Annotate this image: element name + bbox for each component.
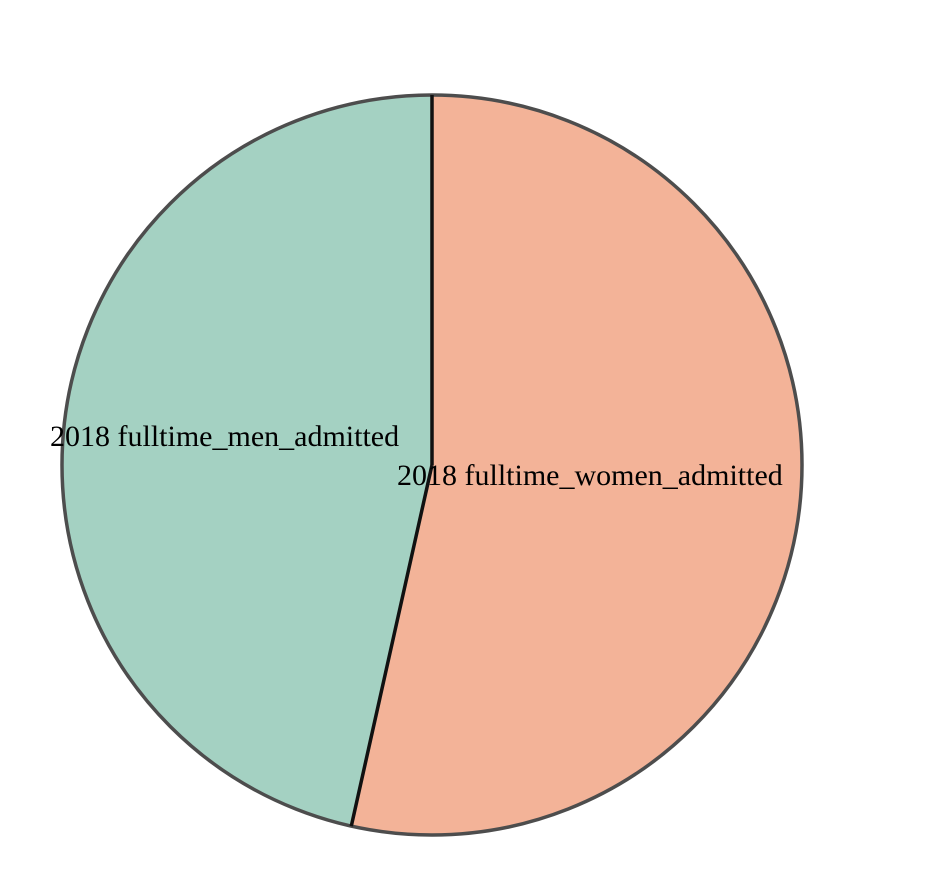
pie-slice-2 <box>62 95 432 827</box>
pie-slice-1 <box>351 95 803 835</box>
pie-divider-2 <box>349 464 434 827</box>
pie-slice-label-1: 2018 fulltime_women_admitted <box>397 459 783 492</box>
pie-dividers <box>349 95 434 827</box>
pie-slices <box>62 95 803 835</box>
pie-slice-label-2: 2018 fulltime_men_admitted <box>50 420 399 453</box>
pie-labels: 2018 fulltime_women_admitted 2018 fulltim… <box>50 420 783 492</box>
